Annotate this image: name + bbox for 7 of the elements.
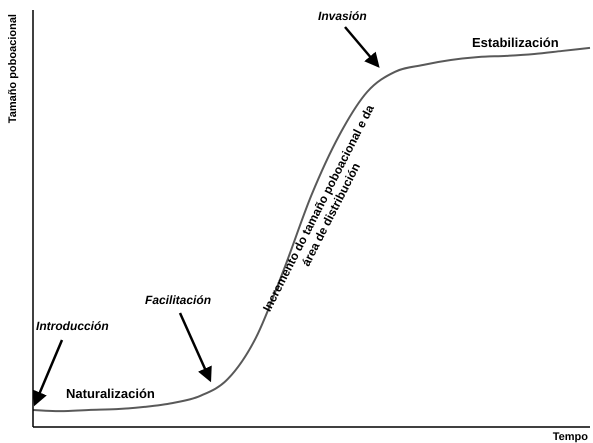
x-axis-title: Tempo	[552, 431, 588, 443]
y-axis-title: Tamaño poboacional	[7, 14, 19, 124]
annotation: Introducción	[36, 319, 109, 333]
annotation: Estabilización	[472, 35, 559, 50]
annotation: Facilitación	[145, 293, 212, 307]
text: Invasión	[318, 9, 367, 23]
annotation: Naturalización	[66, 386, 155, 401]
